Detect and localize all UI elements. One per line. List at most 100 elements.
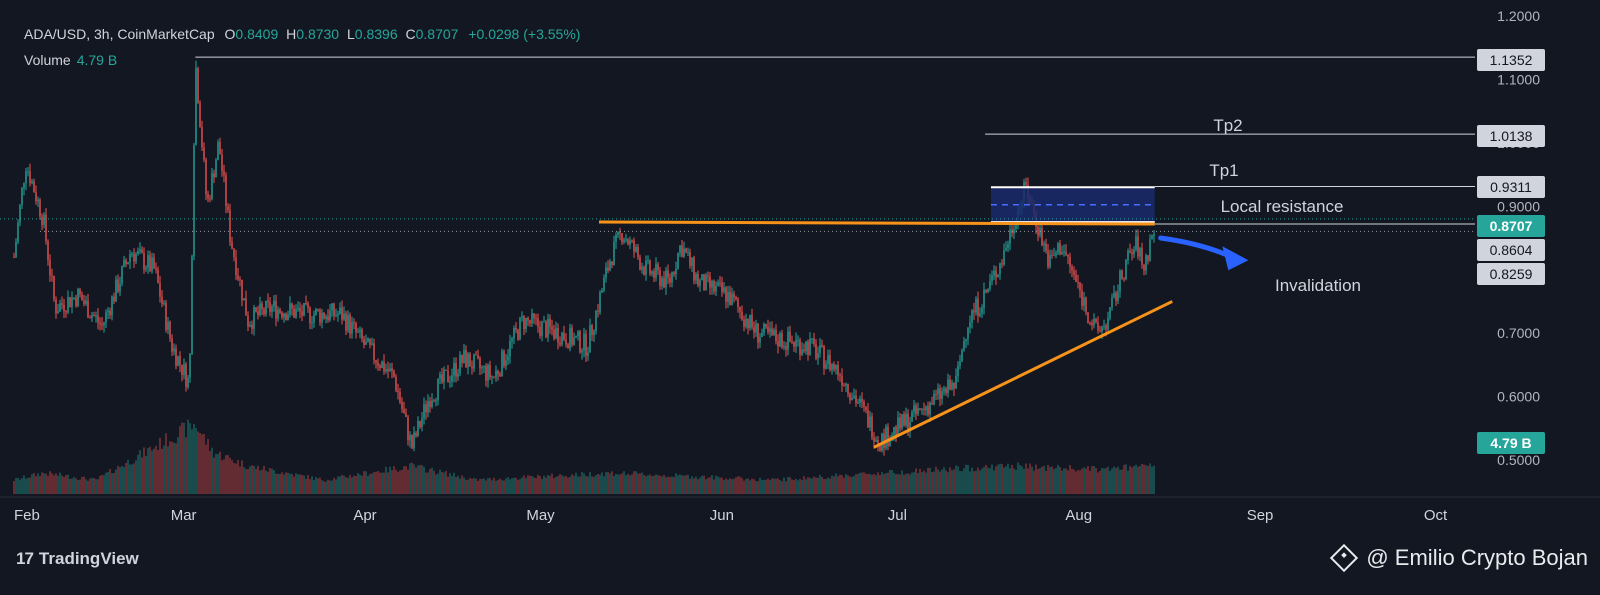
candle-body: [819, 344, 821, 354]
candle-body: [323, 312, 325, 319]
candle-body: [643, 266, 645, 275]
volume-bar: [1065, 468, 1067, 494]
candle-body: [261, 303, 263, 310]
volume-bar: [1005, 466, 1007, 494]
candle-body: [313, 314, 315, 323]
candle-body: [27, 171, 29, 173]
candle-body: [1149, 239, 1151, 261]
candle-body: [837, 364, 839, 375]
candle-body: [1037, 226, 1039, 236]
candle-body: [231, 241, 233, 249]
candle-body: [1013, 228, 1015, 234]
volume-bar: [801, 479, 803, 494]
volume-bar: [107, 471, 109, 494]
volume-bar: [1131, 467, 1133, 494]
candle-body: [1107, 318, 1109, 330]
candle-body: [667, 270, 669, 278]
volume-bar: [799, 478, 801, 494]
volume-bar: [1049, 467, 1051, 494]
volume-bar: [753, 479, 755, 494]
volume-bar: [333, 477, 335, 494]
candle-body: [501, 350, 503, 376]
candle-body: [739, 307, 741, 312]
volume-bar: [197, 431, 199, 494]
volume-bar: [771, 478, 773, 494]
volume-bar: [185, 437, 187, 494]
candle-body: [339, 307, 341, 314]
candle-body: [93, 314, 95, 316]
volume-bar: [971, 467, 973, 494]
volume-bar: [599, 474, 601, 494]
candle-body: [729, 291, 731, 306]
candle-body: [315, 308, 317, 315]
candle-body: [391, 368, 393, 372]
candle-body: [529, 320, 531, 324]
volume-bar: [41, 472, 43, 494]
volume-bar: [1103, 468, 1105, 494]
candle-body: [755, 323, 757, 333]
volume-bar: [423, 466, 425, 494]
candle-body: [953, 382, 955, 389]
candle-body: [827, 355, 829, 364]
volume-bar: [353, 475, 355, 494]
candle-body: [733, 293, 735, 298]
volume-bar: [321, 480, 323, 494]
price-label-box: [1477, 263, 1545, 285]
candle-body: [595, 311, 597, 331]
candle-body: [701, 274, 703, 281]
volume-bar: [169, 441, 171, 494]
candle-body: [417, 420, 419, 437]
candle-body: [1103, 325, 1105, 327]
volume-bar: [449, 473, 451, 494]
candle-body: [767, 326, 769, 333]
volume-bar: [861, 472, 863, 494]
volume-bar: [181, 422, 183, 494]
volume-bar: [1013, 468, 1015, 494]
volume-bar: [685, 475, 687, 494]
volume-bar: [217, 454, 219, 494]
candle-body: [677, 252, 679, 269]
volume-bar: [765, 479, 767, 494]
volume-bar: [383, 472, 385, 494]
volume-bar: [1027, 468, 1029, 494]
candle-body: [95, 315, 97, 317]
annotation-label: Tp1: [1209, 161, 1238, 180]
candle-body: [719, 282, 721, 284]
volume-bar: [381, 472, 383, 494]
candle-body: [425, 404, 427, 413]
candle-body: [21, 188, 23, 205]
candle-body: [245, 298, 247, 316]
volume-bar: [535, 478, 537, 494]
volume-bar: [261, 469, 263, 494]
volume-bar: [541, 478, 543, 494]
tradingview-logo[interactable]: 17 TradingView: [16, 549, 139, 569]
volume-bar: [117, 465, 119, 494]
candle-body: [1063, 251, 1065, 253]
volume-bar: [373, 472, 375, 494]
candle-body: [393, 371, 395, 377]
candle-body: [855, 395, 857, 404]
volume-bar: [1029, 463, 1031, 494]
candle-body: [219, 141, 221, 155]
volume-bar: [447, 476, 449, 494]
volume-bar: [487, 478, 489, 494]
candle-body: [963, 341, 965, 351]
y-tick-label: 0.6000: [1497, 389, 1540, 405]
volume-bar: [675, 473, 677, 494]
price-label-box: [1477, 215, 1545, 237]
volume-bar: [933, 471, 935, 494]
candle-body: [107, 310, 109, 313]
volume-bar: [405, 466, 407, 494]
volume-bar: [655, 474, 657, 494]
candle-body: [15, 242, 17, 258]
volume-bar: [123, 467, 125, 494]
candle-body: [775, 329, 777, 342]
candle-body: [493, 376, 495, 378]
candle-body: [1125, 260, 1127, 279]
volume-bar: [279, 473, 281, 494]
volume-bar: [359, 474, 361, 494]
candle-body: [143, 252, 145, 270]
price-chart[interactable]: 1.20001.10001.00000.90000.80000.70000.60…: [0, 0, 1600, 540]
volume-bar: [493, 477, 495, 494]
volume-bar: [171, 441, 173, 494]
